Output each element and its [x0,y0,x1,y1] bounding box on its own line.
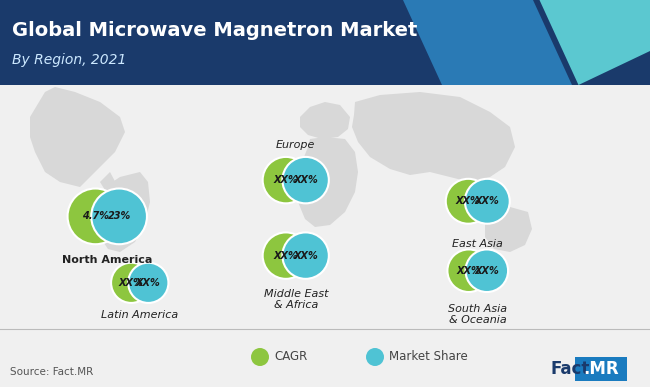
Circle shape [447,250,490,292]
Text: XX%: XX% [274,175,298,185]
Circle shape [263,157,309,203]
Circle shape [366,348,384,366]
Polygon shape [298,137,358,227]
Circle shape [465,250,508,292]
Text: 23%: 23% [107,211,131,221]
Circle shape [111,263,151,303]
Text: South Asia
& Oceania: South Asia & Oceania [448,304,507,325]
Text: Middle East
& Africa: Middle East & Africa [263,289,328,310]
Text: XX%: XX% [274,251,298,260]
Text: 4.7%: 4.7% [82,211,109,221]
Polygon shape [458,177,478,207]
Text: XX%: XX% [474,266,499,276]
Text: XX%: XX% [293,175,318,185]
Polygon shape [100,172,118,195]
Circle shape [251,348,269,366]
Circle shape [91,188,147,244]
Text: XX%: XX% [293,251,318,260]
Text: XX%: XX% [456,196,480,206]
Text: North America: North America [62,255,153,265]
Text: Europe: Europe [276,140,315,151]
Circle shape [446,179,491,224]
Polygon shape [540,0,650,85]
Text: CAGR: CAGR [274,351,307,363]
Text: Market Share: Market Share [389,351,468,363]
Text: By Region, 2021: By Region, 2021 [12,53,126,67]
Text: Fact: Fact [550,360,590,378]
Circle shape [282,233,329,279]
Polygon shape [30,87,125,187]
Bar [0,85,650,387]
Bar [0,0,650,85]
Text: Global Microwave Magnetron Market: Global Microwave Magnetron Market [12,21,417,39]
Text: XX%: XX% [475,196,500,206]
Circle shape [263,233,309,279]
FancyBboxPatch shape [575,357,627,381]
Circle shape [282,157,329,203]
Polygon shape [485,207,532,252]
Text: Latin America: Latin America [101,310,178,320]
Circle shape [465,179,510,224]
Text: East Asia: East Asia [452,238,503,248]
Polygon shape [403,0,572,85]
Circle shape [68,188,124,244]
Text: XX%: XX% [119,278,144,288]
Polygon shape [98,172,150,252]
Polygon shape [352,92,515,182]
Polygon shape [300,102,350,139]
Circle shape [128,263,168,303]
Text: XX%: XX% [136,278,161,288]
Text: Source: Fact.MR: Source: Fact.MR [10,367,93,377]
Text: XX%: XX% [456,266,481,276]
Text: .MR: .MR [583,360,619,378]
